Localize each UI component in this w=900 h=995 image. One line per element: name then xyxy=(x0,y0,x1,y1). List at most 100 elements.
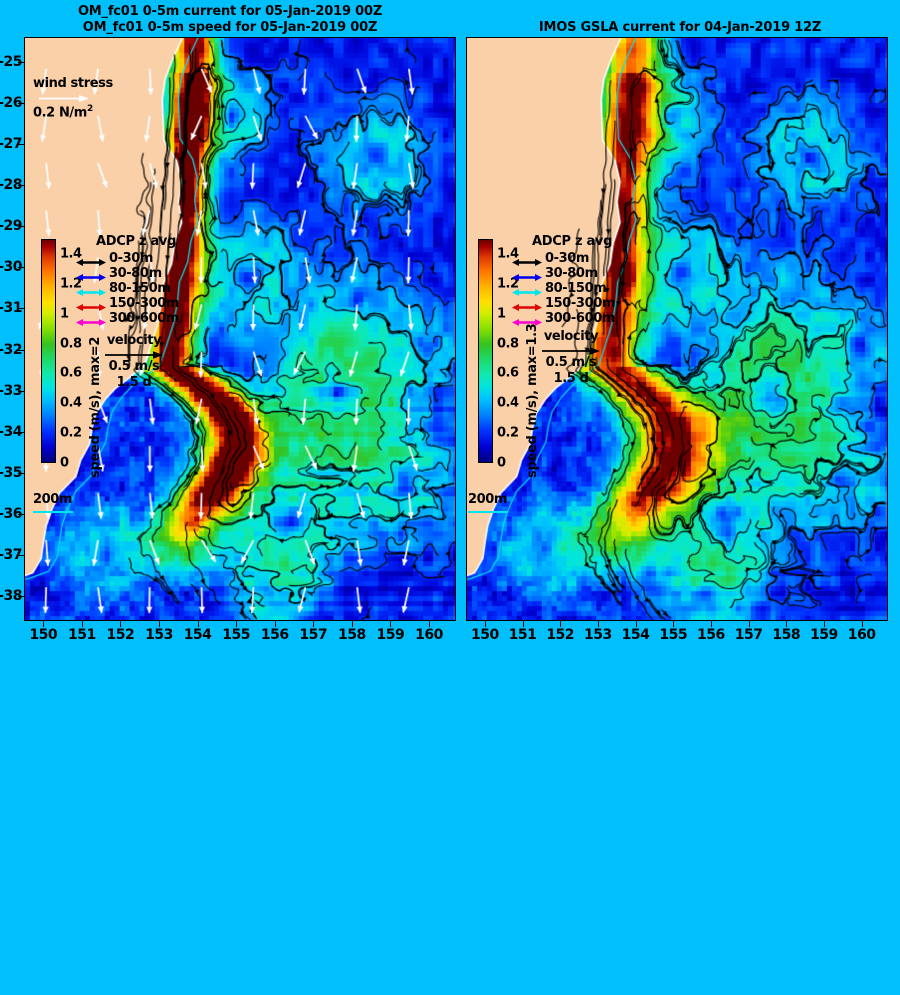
adcp-legend-label: 30-80m xyxy=(545,266,598,281)
lon-tick-label: 159 xyxy=(810,627,838,643)
adcp-legend-row: 80-150m xyxy=(76,281,179,296)
adcp-legend-row: 0-30m xyxy=(76,251,179,266)
lon-tick-mark xyxy=(81,621,83,627)
adcp-legend-left: ADCP z avg 0-30m 30-80m 80-150m 150-300m 300-… xyxy=(76,234,179,326)
isobath-legend-swatch xyxy=(468,511,508,513)
velocity-scale-duration: 1.5 d xyxy=(553,371,589,386)
lat-tick-mark xyxy=(18,596,24,598)
lat-tick-label: -32 xyxy=(0,341,23,358)
colorbar-axis-title: speed (m/s), max=2 xyxy=(88,336,103,478)
colorbar-tick-label: 0.4 xyxy=(497,395,519,411)
isobath-legend-left: 200m xyxy=(33,492,73,513)
lat-tick-label: -34 xyxy=(0,423,23,440)
colorbar-tick-label: 0.8 xyxy=(60,336,82,352)
lat-tick-label: -37 xyxy=(0,547,23,564)
velocity-scale-right: velocity 0.5 m/s 1.5 d xyxy=(540,329,602,387)
figure-root: OM_fc01 0-5m current for 05-Jan-2019 00Z… xyxy=(0,4,898,643)
velocity-scale-value: 0.5 m/s xyxy=(545,355,597,370)
lat-tick-label: -38 xyxy=(0,588,23,605)
lon-tick-label: 156 xyxy=(260,627,289,643)
lon-tick-label: 155 xyxy=(659,627,688,643)
double-arrow-icon xyxy=(76,298,106,311)
adcp-legend-label: 30-80m xyxy=(109,266,162,281)
lon-tick-label: 155 xyxy=(222,627,251,643)
velocity-scale-value: 0.5 m/s xyxy=(108,359,160,374)
lat-tick-label: -30 xyxy=(0,259,23,276)
colorbar-gradient xyxy=(41,239,56,463)
lat-tick-mark xyxy=(18,349,24,351)
double-arrow-icon xyxy=(512,313,542,326)
adcp-legend-label: 80-150m xyxy=(109,281,171,296)
velocity-scale-left: velocity 0.5 m/s 1.5 d xyxy=(103,333,165,391)
adcp-legend-row: 300-600m xyxy=(512,311,615,326)
lon-tick-mark xyxy=(313,621,315,627)
wind-stress-value: 0.2 N/m2 xyxy=(33,104,93,121)
velocity-scale-label: velocity xyxy=(543,329,599,344)
adcp-legend-label: 300-600m xyxy=(545,311,616,326)
map-panel-left[interactable] xyxy=(24,37,456,621)
panel-right-title: IMOS GSLA current for 04-Jan-2019 12Z xyxy=(462,20,898,36)
lon-tick-label: 157 xyxy=(299,627,328,643)
colorbar-tick-label: 0 xyxy=(60,455,69,471)
adcp-legend-row: 150-300m xyxy=(76,296,179,311)
lon-tick-label: 153 xyxy=(584,627,612,643)
velocity-scale-arrow-icon xyxy=(103,349,165,359)
lon-tick-label: 160 xyxy=(847,627,876,643)
adcp-legend-row: 300-600m xyxy=(76,311,179,326)
colorbar-tick-label: 0.8 xyxy=(497,336,519,352)
lon-tick-label: 151 xyxy=(67,627,96,643)
lon-tick-label: 158 xyxy=(772,627,801,643)
lon-tick-label: 157 xyxy=(734,627,763,643)
lat-tick-mark xyxy=(18,308,24,310)
adcp-legend-label: 0-30m xyxy=(545,251,590,266)
adcp-legend-label: 0-30m xyxy=(109,251,154,266)
lat-tick-label: -25 xyxy=(0,53,23,70)
adcp-legend-row: 30-80m xyxy=(512,266,615,281)
isobath-legend-swatch xyxy=(33,511,73,513)
double-arrow-icon xyxy=(512,298,542,311)
lon-tick-mark xyxy=(120,621,122,627)
lon-tick-mark xyxy=(560,621,562,627)
lon-tick-mark xyxy=(786,621,788,627)
adcp-legend-title: ADCP z avg xyxy=(532,234,613,249)
colorbar-tick-label: 1 xyxy=(497,306,506,322)
panel-left-title: OM_fc01 0-5m current for 05-Jan-2019 00Z… xyxy=(10,4,450,36)
colorbar-tick-label: 0 xyxy=(497,455,506,471)
lat-tick-label: -36 xyxy=(0,506,23,523)
ocean-speed-field-left xyxy=(25,38,455,620)
colorbar-gradient xyxy=(478,239,493,463)
colorbar-tick-label: 1.4 xyxy=(497,246,519,262)
lon-tick-label: 152 xyxy=(106,627,135,643)
lat-tick-label: -26 xyxy=(0,94,23,111)
lat-tick-mark xyxy=(18,185,24,187)
velocity-scale-label: velocity xyxy=(106,333,162,348)
isobath-legend-label: 200m xyxy=(468,492,508,507)
adcp-legend-label: 80-150m xyxy=(545,281,607,296)
velocity-scale-duration: 1.5 d xyxy=(116,375,152,390)
wind-stress-arrow-icon xyxy=(33,92,113,102)
wind-stress-exponent: 2 xyxy=(86,104,93,114)
lon-tick-mark xyxy=(429,621,430,627)
adcp-legend-row: 80-150m xyxy=(512,281,615,296)
colorbar-tick-label: 0.6 xyxy=(497,365,519,381)
map-panel-right[interactable] xyxy=(466,37,888,621)
wind-stress-label: wind stress xyxy=(33,76,113,91)
adcp-legend-row: 30-80m xyxy=(76,266,179,281)
lon-tick-label: 150 xyxy=(29,627,58,643)
panel-right-title-line1: IMOS GSLA current for 04-Jan-2019 12Z xyxy=(538,20,822,35)
adcp-legend-row: 0-30m xyxy=(512,251,615,266)
lon-tick-mark xyxy=(635,621,637,627)
lat-tick-label: -29 xyxy=(0,218,23,235)
lat-tick-mark xyxy=(18,102,24,104)
lat-tick-label: -33 xyxy=(0,382,23,399)
lon-tick-mark xyxy=(236,621,238,627)
lon-tick-label: 152 xyxy=(546,627,575,643)
velocity-scale-arrow-icon xyxy=(540,345,602,355)
lat-tick-mark xyxy=(18,143,24,145)
lon-tick-mark xyxy=(484,621,486,627)
colorbar-tick-label: 1.2 xyxy=(60,276,82,292)
lon-tick-label: 159 xyxy=(376,627,405,643)
adcp-legend-label: 300-600m xyxy=(109,311,180,326)
adcp-legend-right: ADCP z avg 0-30m 30-80m 80-150m 150-300m 300-… xyxy=(512,234,615,326)
double-arrow-icon xyxy=(76,253,106,266)
